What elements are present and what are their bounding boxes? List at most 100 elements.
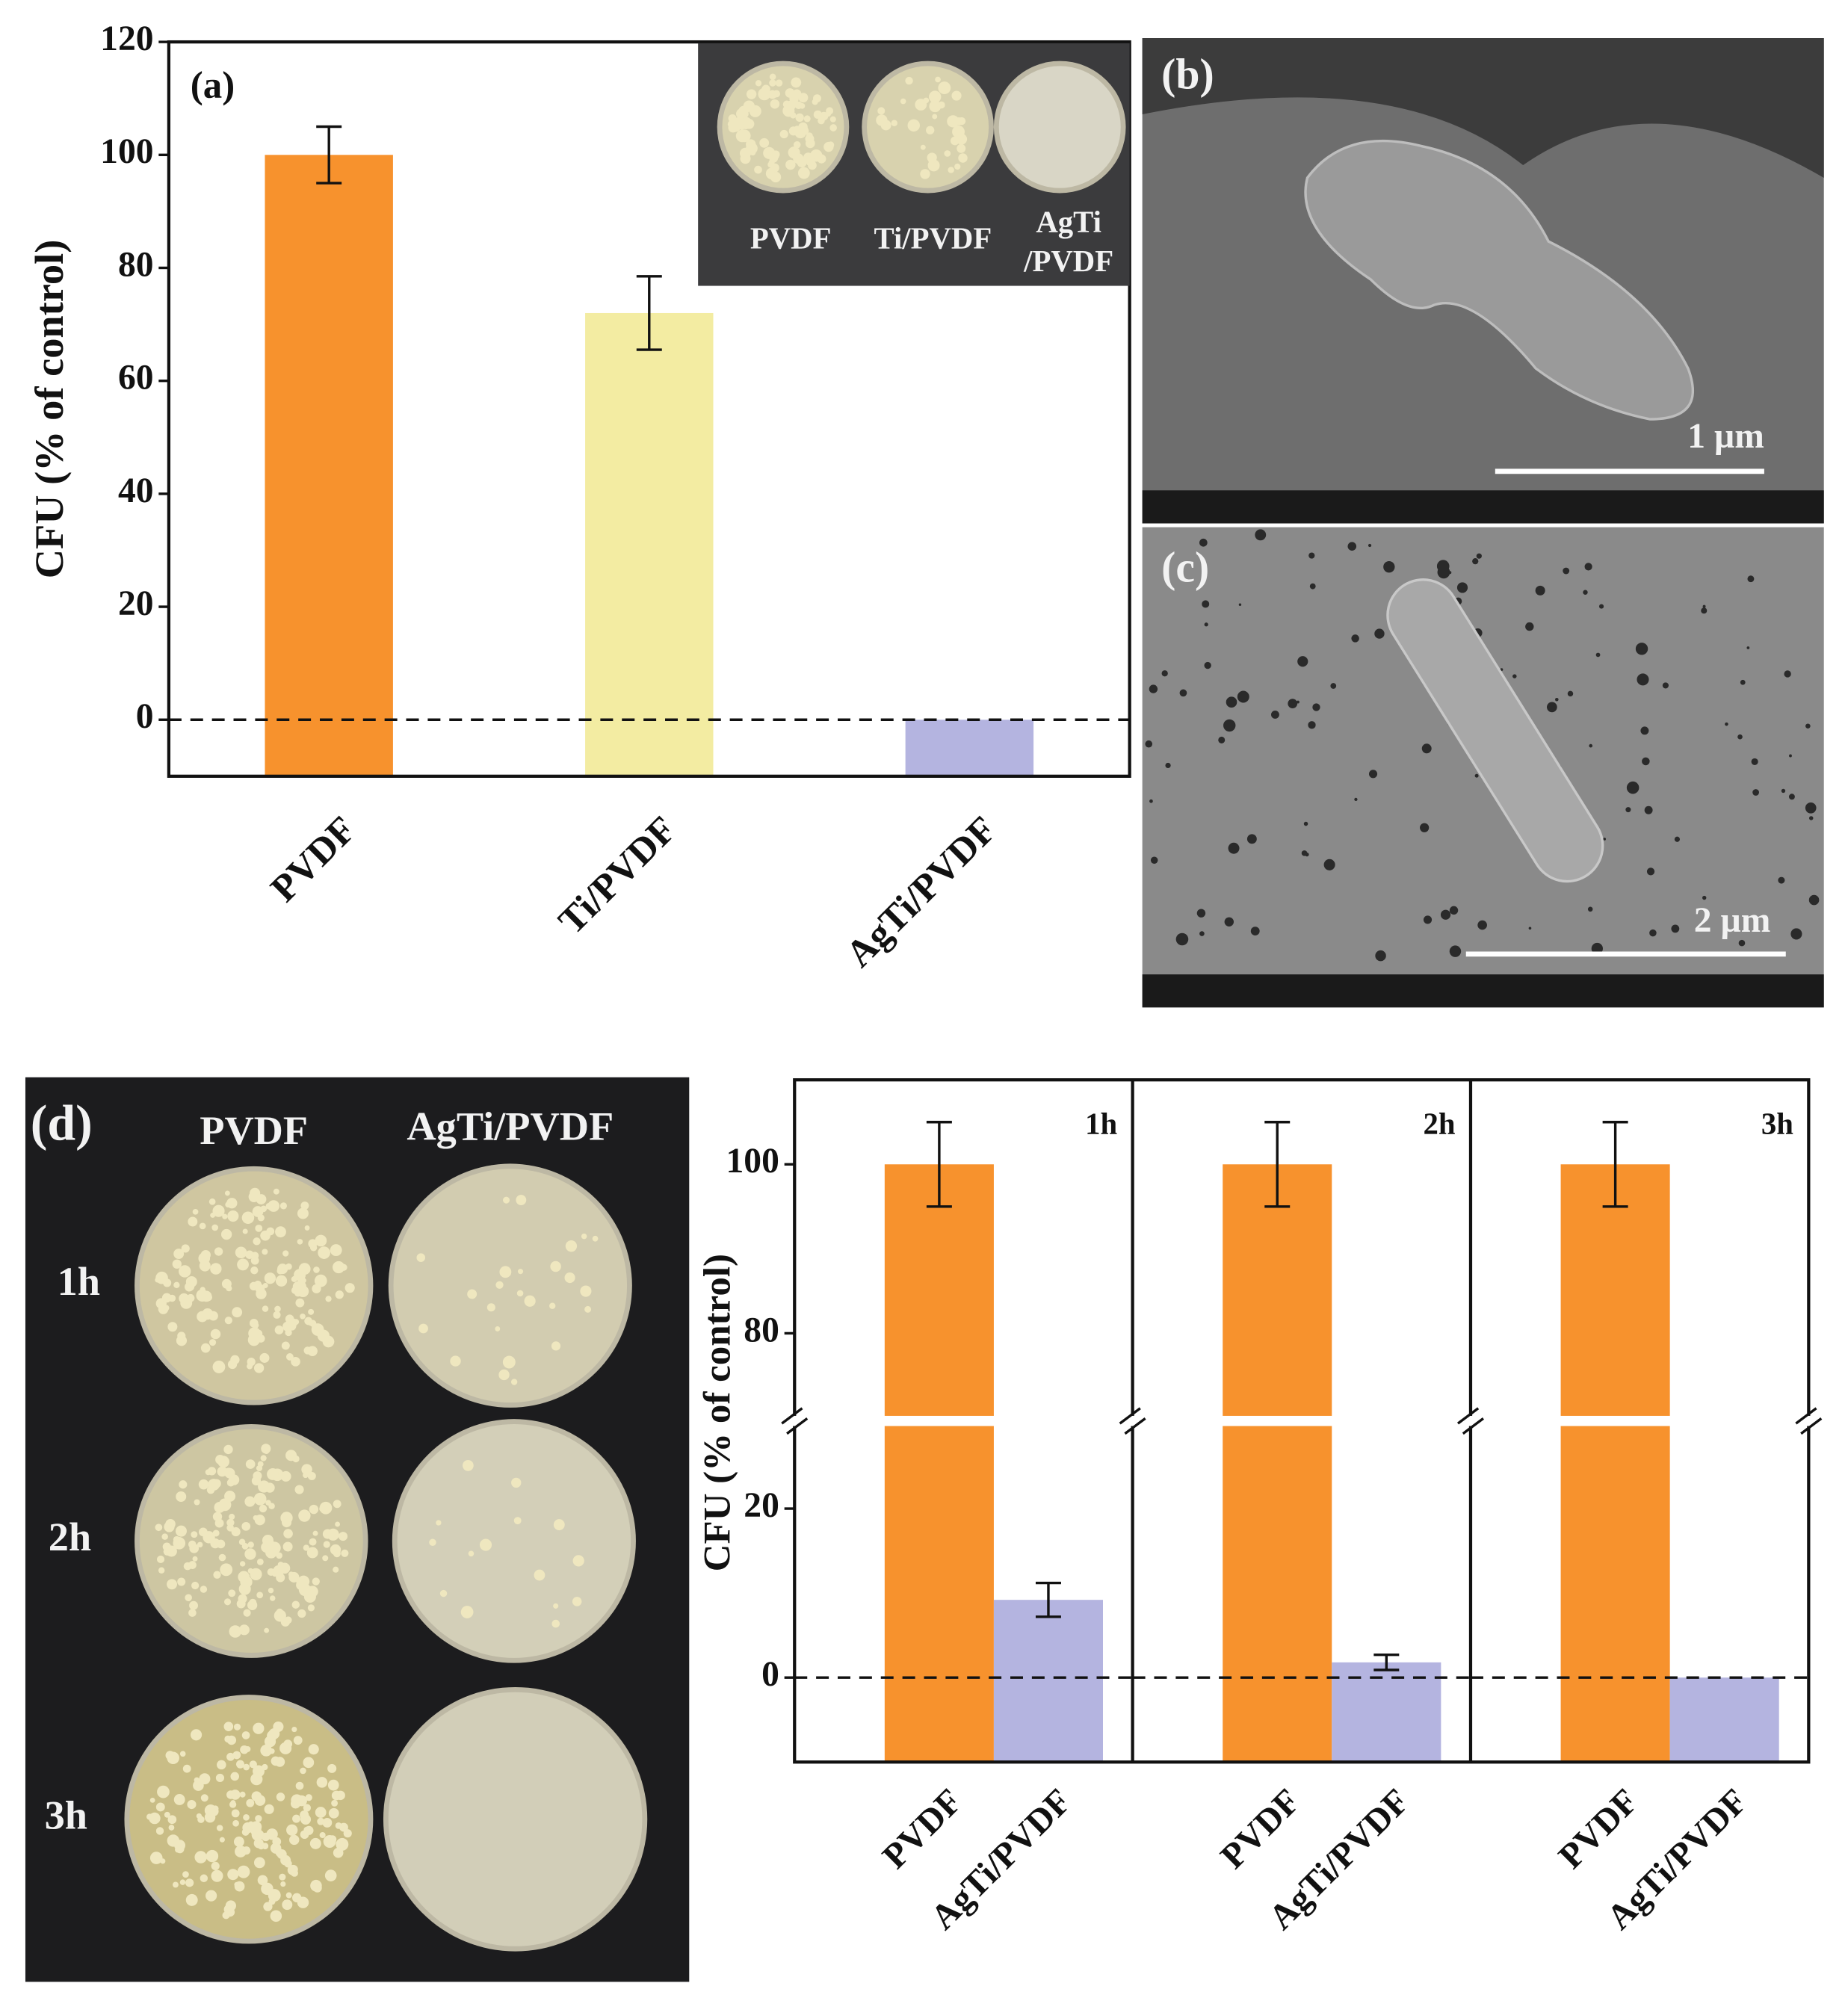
colony — [295, 1298, 305, 1308]
colony — [200, 1794, 208, 1802]
colony — [173, 1881, 179, 1888]
colony — [241, 1542, 249, 1550]
colony — [927, 152, 937, 163]
colony — [219, 1837, 225, 1843]
colony — [926, 126, 935, 134]
row-label: 1h — [58, 1259, 100, 1304]
pore — [1671, 924, 1680, 933]
colony — [308, 1320, 314, 1326]
colony — [581, 1233, 587, 1240]
colony — [177, 1331, 186, 1340]
colony — [416, 1253, 426, 1262]
colony — [183, 1562, 192, 1571]
colony — [226, 1285, 232, 1292]
colony — [829, 124, 837, 132]
colony — [297, 1285, 309, 1298]
colony — [185, 1893, 198, 1906]
colony — [877, 107, 886, 115]
pore — [1199, 538, 1208, 547]
colony — [265, 1739, 272, 1745]
pore — [1303, 821, 1308, 826]
inset-label: PVDF — [750, 221, 832, 255]
pore — [1598, 604, 1604, 609]
colony — [167, 1322, 178, 1332]
colony — [249, 1598, 257, 1606]
x-tick-label: PVDF — [1551, 1782, 1645, 1877]
colony — [268, 1200, 279, 1212]
colony — [812, 99, 818, 105]
colony — [275, 1275, 288, 1287]
pore — [1149, 799, 1153, 803]
colony — [173, 1249, 185, 1259]
colony — [550, 1261, 561, 1272]
colony — [929, 100, 942, 113]
colony — [226, 1518, 235, 1527]
colony — [806, 132, 813, 139]
colony — [239, 1561, 246, 1567]
pore — [1161, 670, 1168, 677]
colony — [799, 103, 806, 109]
colony — [226, 1752, 235, 1761]
colony — [511, 1477, 522, 1488]
colony — [168, 1825, 175, 1831]
colony — [247, 1363, 253, 1370]
colony — [173, 1281, 180, 1288]
colony — [198, 1527, 208, 1537]
axis-break-gap — [883, 1415, 995, 1426]
colony — [303, 1544, 309, 1551]
colony — [277, 1263, 288, 1275]
colony — [260, 1230, 271, 1241]
colony — [813, 110, 823, 120]
colony — [746, 89, 757, 99]
colony — [238, 1571, 250, 1583]
colony — [785, 159, 796, 170]
agar — [393, 1169, 628, 1403]
colony — [291, 1357, 300, 1367]
colony — [164, 1521, 175, 1532]
colony — [315, 1807, 327, 1818]
colony — [258, 1480, 271, 1493]
colony — [218, 1553, 226, 1562]
colony — [164, 1811, 170, 1818]
pore — [1788, 794, 1795, 800]
error-bar — [1264, 1121, 1291, 1208]
colony — [503, 1196, 510, 1204]
colony — [553, 1603, 559, 1609]
pore — [1374, 628, 1385, 639]
axis-break-mark — [1456, 1407, 1484, 1435]
colony — [155, 1802, 165, 1812]
pore — [1784, 670, 1791, 678]
y-tick-label: 0 — [761, 1655, 779, 1694]
colony — [158, 1567, 165, 1574]
colony — [313, 1266, 320, 1273]
pore — [1226, 696, 1237, 708]
row-label: 2h — [49, 1515, 91, 1559]
colony — [738, 105, 749, 117]
colony — [276, 1793, 285, 1801]
colony — [247, 1541, 254, 1548]
pore — [1150, 856, 1158, 864]
colony — [232, 1751, 241, 1760]
colony — [156, 1555, 165, 1563]
plate-photo: (d) PVDF AgTi/PVDF 1h 2h 3h — [25, 1077, 690, 1982]
pore — [1674, 836, 1681, 842]
colony — [499, 1266, 512, 1278]
pore — [1312, 703, 1320, 711]
axis-break-gap — [1798, 1415, 1819, 1426]
bar — [1560, 1164, 1670, 1763]
colony — [312, 1284, 321, 1293]
colony — [779, 129, 788, 139]
colony — [212, 1512, 223, 1521]
pore — [1805, 802, 1817, 814]
pore — [1270, 711, 1279, 719]
colony — [436, 1520, 442, 1526]
colony — [220, 1228, 232, 1240]
pore — [1330, 683, 1337, 689]
colony — [289, 1834, 300, 1846]
colony — [179, 1879, 186, 1885]
colony — [237, 1258, 249, 1271]
colony — [262, 1305, 269, 1312]
pore — [1354, 797, 1358, 802]
colony — [920, 169, 930, 179]
colony — [282, 1899, 293, 1911]
